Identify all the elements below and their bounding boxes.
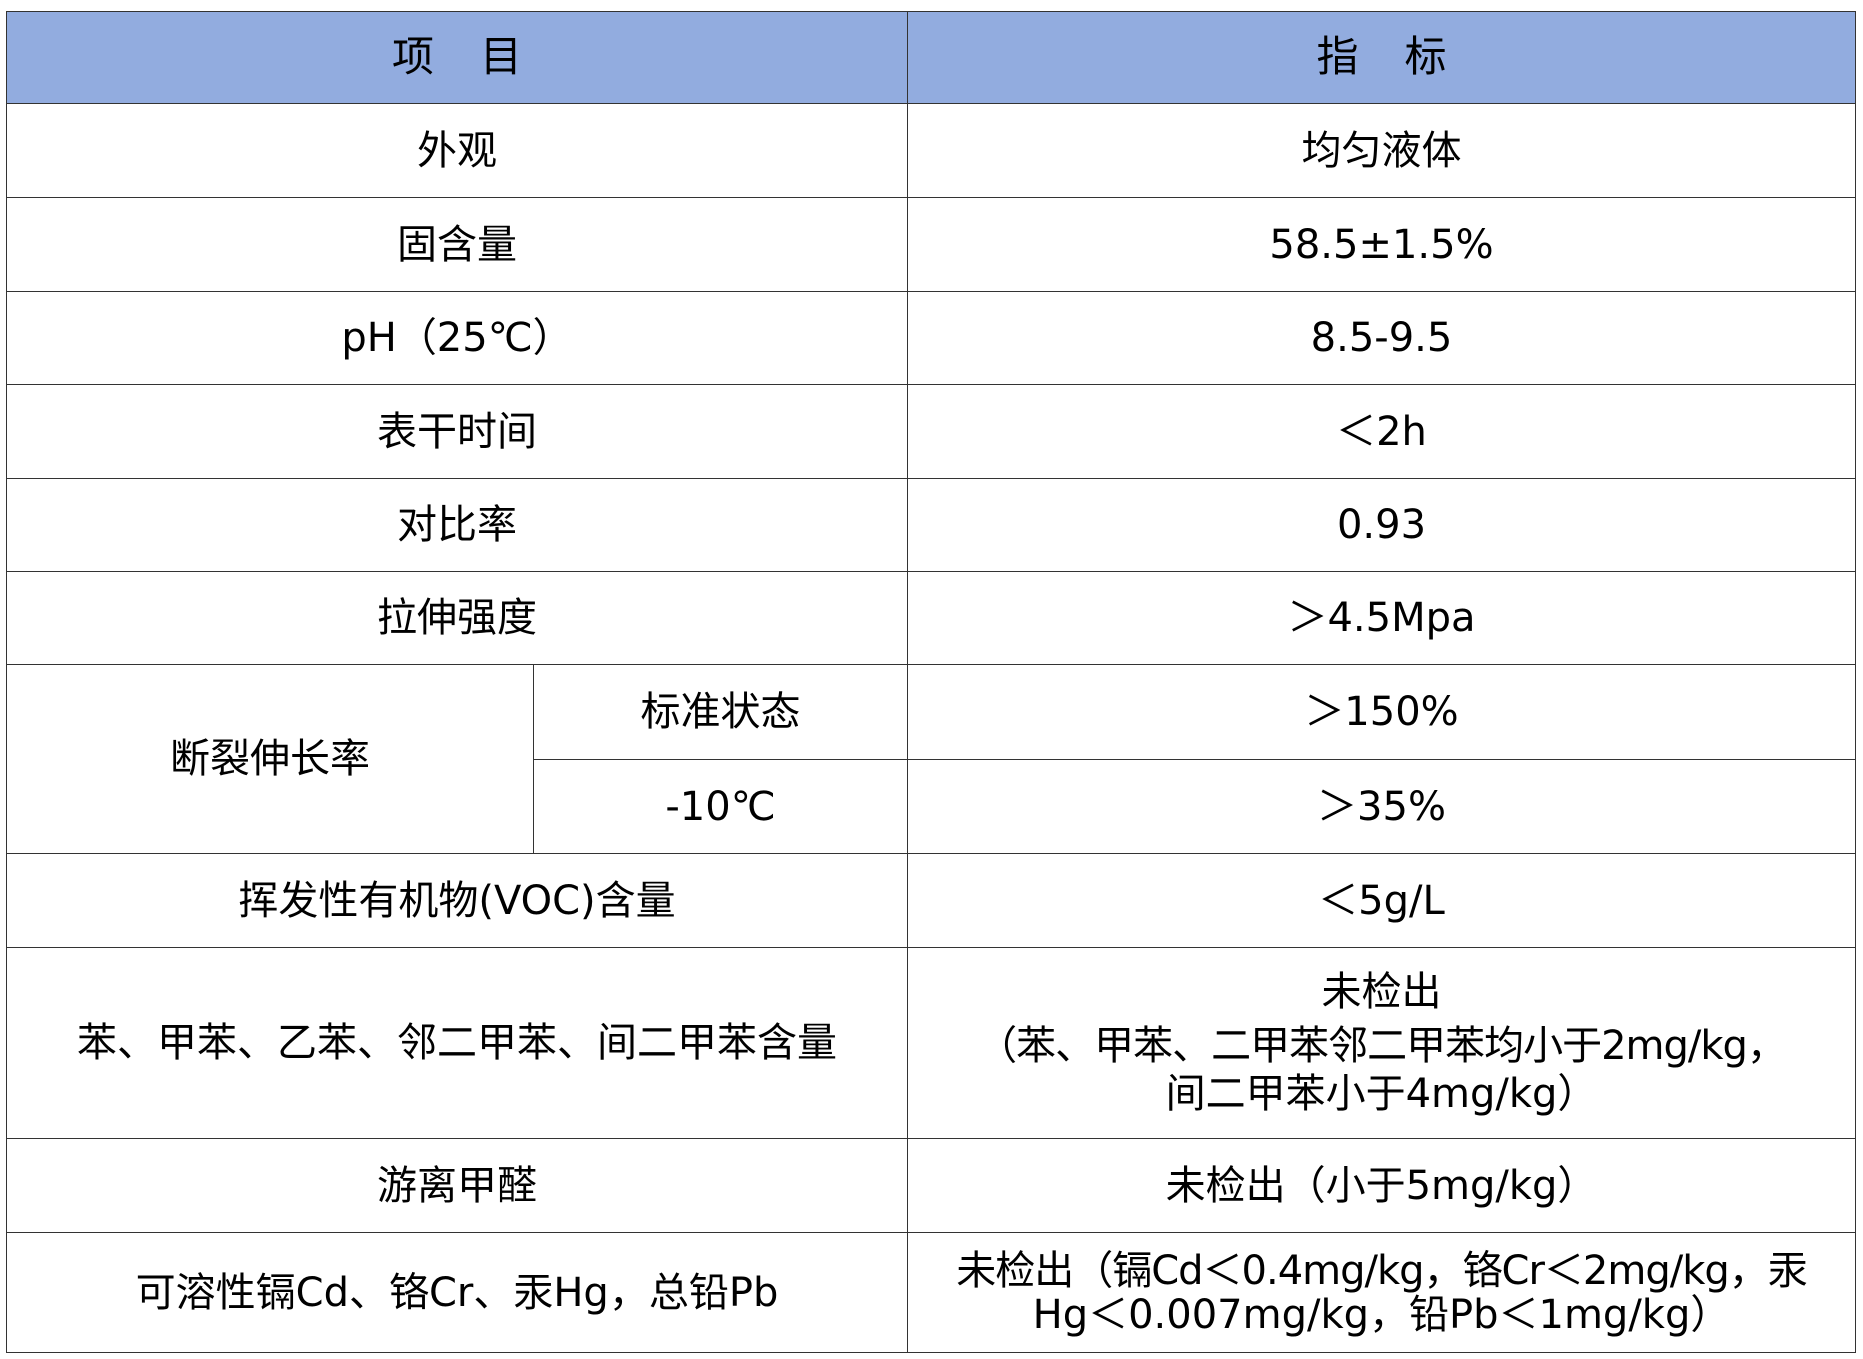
spec-cell: ＜5g/L <box>907 853 1856 948</box>
item-cell: 挥发性有机物(VOC)含量 <box>6 853 908 948</box>
item-cell: 固含量 <box>6 197 908 292</box>
spec-line: 未检出 <box>1321 969 1442 1015</box>
item-cell: 拉伸强度 <box>6 571 908 665</box>
item-cell: 对比率 <box>6 478 908 572</box>
spec-cell: ＞150% <box>907 664 1856 760</box>
item-cell: 外观 <box>6 103 908 198</box>
header-item-char: 项 <box>391 32 434 82</box>
table-row: 挥发性有机物(VOC)含量 ＜5g/L <box>6 853 1856 948</box>
condition-cell: -10℃ <box>533 759 908 854</box>
table-row: -10℃ ＞35% <box>7 759 1856 854</box>
table-row: 对比率 0.93 <box>6 478 1856 572</box>
header-spec-char: 指 <box>1316 32 1359 82</box>
table-row: 表干时间 ＜2h <box>6 384 1856 479</box>
spec-line: 未检出（镉Cd＜0.4mg/kg，铬Cr＜2mg/kg，汞 <box>956 1247 1808 1294</box>
spec-cell: 均匀液体 <box>907 103 1856 198</box>
spec-line: ＜5g/L <box>1318 877 1445 924</box>
item-cell: 可溶性镉Cd、铬Cr、汞Hg，总铅Pb <box>6 1232 908 1353</box>
spec-cell: 0.93 <box>907 478 1856 572</box>
table-row: 苯、甲苯、乙苯、邻二甲苯、间二甲苯含量 未检出 （苯、甲苯、二甲苯邻二甲苯均小于… <box>6 947 1856 1139</box>
spec-line: Hg＜0.007mg/kg，铅Pb＜1mg/kg） <box>1032 1291 1731 1338</box>
table-row: 拉伸强度 ＞4.5Mpa <box>6 571 1856 665</box>
table-row: 断裂伸长率 标准状态 ＞150% <box>6 664 1856 854</box>
table-row: 可溶性镉Cd、铬Cr、汞Hg，总铅Pb 未检出（镉Cd＜0.4mg/kg，铬Cr… <box>6 1232 1856 1353</box>
table-row: 外观 均匀液体 <box>6 103 1856 198</box>
spec-cell: ＜2h <box>907 384 1856 479</box>
spec-cell: 58.5±1.5% <box>907 197 1856 292</box>
item-cell: pH（25℃） <box>6 291 908 385</box>
spec-cell: 未检出 （苯、甲苯、二甲苯邻二甲苯均小于2mg/kg， 间二甲苯小于4mg/kg… <box>907 947 1856 1139</box>
item-cell: 游离甲醛 <box>6 1138 908 1233</box>
spec-cell: 未检出（小于5mg/kg） <box>907 1138 1856 1233</box>
spec-line: 间二甲苯小于4mg/kg） <box>1165 1071 1598 1117</box>
item-cell: 苯、甲苯、乙苯、邻二甲苯、间二甲苯含量 <box>6 947 908 1139</box>
spec-cell: 未检出（镉Cd＜0.4mg/kg，铬Cr＜2mg/kg，汞 Hg＜0.007mg… <box>907 1232 1856 1353</box>
table-row: pH（25℃） 8.5-9.5 <box>6 291 1856 385</box>
header-spec: 指标 <box>907 11 1856 104</box>
item-cell: 表干时间 <box>6 384 908 479</box>
table-row: 游离甲醛 未检出（小于5mg/kg） <box>6 1138 1856 1233</box>
header-item: 项目 <box>6 11 908 104</box>
spec-line: 未检出（小于5mg/kg） <box>1165 1162 1598 1209</box>
condition-cell: 标准状态 <box>533 664 908 760</box>
spec-cell: ＞35% <box>907 759 1856 854</box>
table-row: 固含量 58.5±1.5% <box>6 197 1856 292</box>
spec-line: （苯、甲苯、二甲苯邻二甲苯均小于2mg/kg， <box>977 1023 1787 1069</box>
table-header-row: 项目 指标 <box>6 11 1856 104</box>
header-spec-char: 标 <box>1404 32 1447 82</box>
spec-cell: 8.5-9.5 <box>907 291 1856 385</box>
spec-table: 项目 指标 外观 均匀液体 固含量 58.5±1.5% pH（25℃） 8.5-9.5… <box>6 11 1856 1353</box>
header-item-char: 目 <box>480 32 523 82</box>
elongation-item-cell: 断裂伸长率 <box>6 664 534 854</box>
spec-cell: ＞4.5Mpa <box>907 571 1856 665</box>
